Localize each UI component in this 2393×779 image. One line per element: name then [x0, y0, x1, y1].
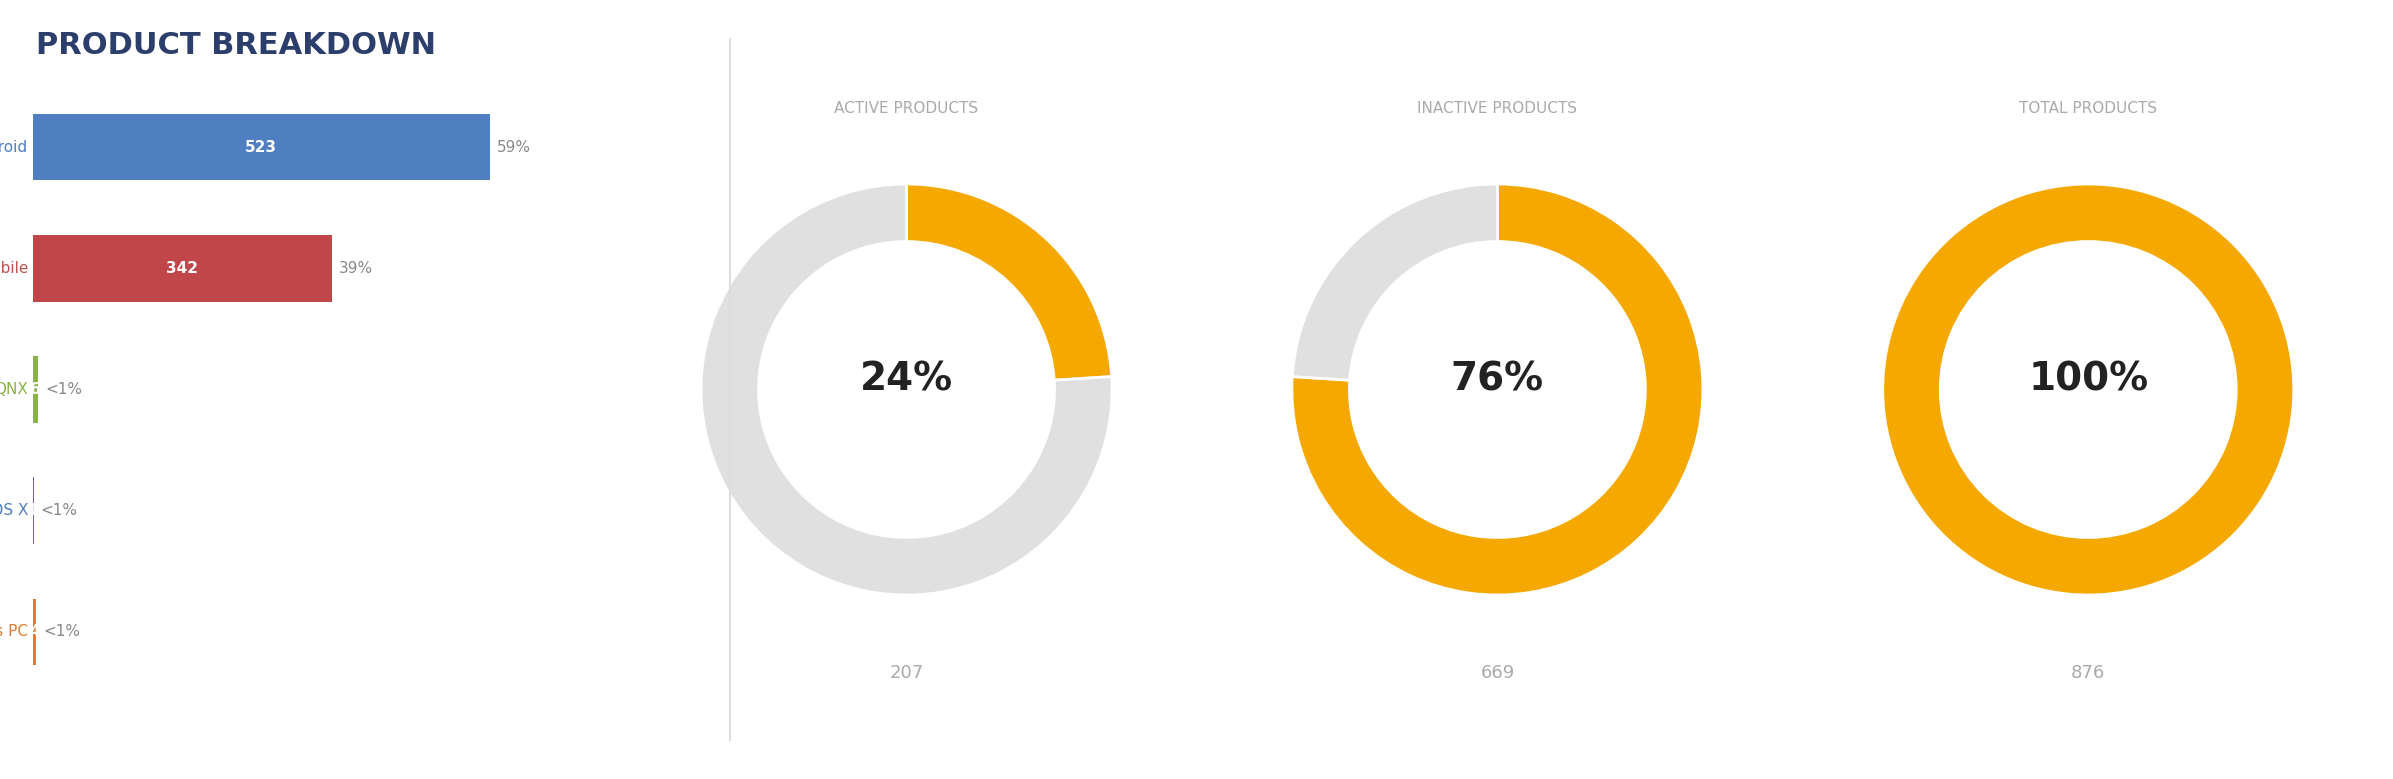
Text: 39%: 39% — [337, 261, 373, 276]
Title: TOTAL PRODUCTS: TOTAL PRODUCTS — [2020, 101, 2156, 116]
Text: Android: Android — [0, 139, 29, 155]
Text: 876: 876 — [2070, 664, 2106, 682]
Text: 1: 1 — [29, 503, 38, 518]
Bar — [34, 356, 38, 423]
Title: ACTIVE PRODUCTS: ACTIVE PRODUCTS — [835, 101, 979, 116]
Text: 669: 669 — [1481, 664, 1515, 682]
Text: 6: 6 — [31, 382, 41, 397]
Title: INACTIVE PRODUCTS: INACTIVE PRODUCTS — [1417, 101, 1577, 116]
Text: 76%: 76% — [1450, 360, 1543, 398]
Wedge shape — [1292, 184, 1498, 380]
Text: 523: 523 — [244, 139, 278, 155]
Bar — [34, 114, 491, 181]
Bar — [34, 598, 36, 665]
Wedge shape — [1292, 184, 1704, 595]
Text: 24%: 24% — [859, 360, 952, 398]
Text: 207: 207 — [890, 664, 924, 682]
Text: 342: 342 — [165, 261, 199, 276]
Text: <1%: <1% — [41, 503, 77, 518]
Text: Apple Mac OS X: Apple Mac OS X — [0, 503, 29, 518]
Text: 100%: 100% — [2029, 360, 2149, 398]
Text: QNX: QNX — [0, 382, 29, 397]
Text: Windows PC: Windows PC — [0, 624, 29, 640]
Text: <1%: <1% — [45, 382, 81, 397]
Wedge shape — [1883, 184, 2295, 595]
Bar — [34, 235, 333, 301]
Text: <1%: <1% — [43, 624, 79, 640]
Wedge shape — [701, 184, 1113, 595]
Text: Windows Mobile: Windows Mobile — [0, 261, 29, 276]
Text: 59%: 59% — [498, 139, 531, 155]
Wedge shape — [907, 184, 1113, 380]
Text: 4: 4 — [29, 624, 41, 640]
Text: PRODUCT BREAKDOWN: PRODUCT BREAKDOWN — [36, 31, 436, 60]
